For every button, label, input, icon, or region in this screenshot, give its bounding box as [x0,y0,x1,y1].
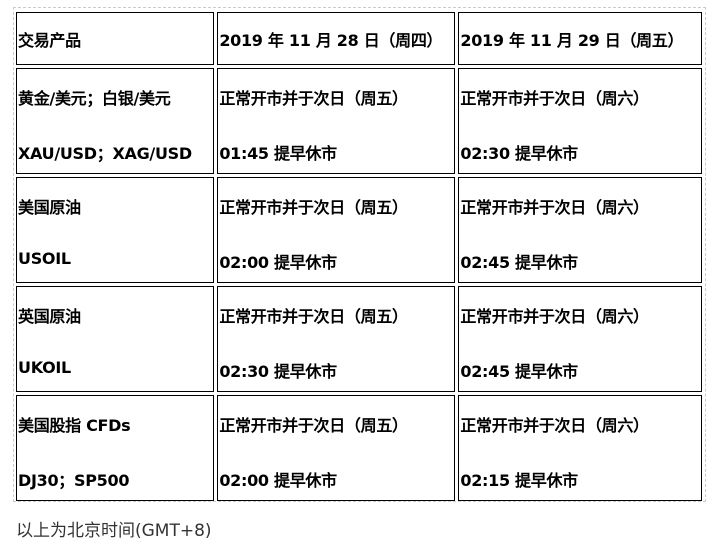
cell-line: USOIL [18,249,71,268]
cell-line: 正常开市并于次日（周六） [460,416,649,435]
header-day1: 2019 年 11 月 28 日（周四） [217,12,456,65]
cell-line: 02:45 提早休市 [460,253,578,272]
cell-day2: 正常开市并于次日（周六） 02:45 提早休市 [458,286,702,392]
cell-line: 正常开市并于次日（周六） [460,307,649,326]
cell-line: 正常开市并于次日（周五） [219,89,408,108]
cell-line: 02:45 提早休市 [460,362,578,381]
table-header-row: 交易产品 2019 年 11 月 28 日（周四） 2019 年 11 月 29… [16,12,702,65]
cell-line: DJ30；SP500 [18,471,130,490]
holiday-schedule-table: 交易产品 2019 年 11 月 28 日（周四） 2019 年 11 月 29… [13,9,705,504]
table-row: 美国原油 USOIL 正常开市并于次日（周五） 02:00 提早休市 正常开市并于次日（… [16,177,702,283]
table-row: 黄金/美元；白银/美元 XAU/USD；XAG/USD 正常开市并于次日（周五） 01… [16,68,702,174]
table-row: 美国股指 CFDs DJ30；SP500 正常开市并于次日（周五） 02:00 提早休… [16,395,702,501]
cell-line: UKOIL [18,358,71,377]
cell-line: 02:30 提早休市 [219,362,337,381]
cell-product: 英国原油 UKOIL [16,286,215,392]
cell-line: 美国原油 [18,198,81,217]
cell-day1: 正常开市并于次日（周五） 02:00 提早休市 [217,177,456,283]
cell-line: 正常开市并于次日（周五） [219,416,408,435]
cell-product: 美国原油 USOIL [16,177,215,283]
cell-day2: 正常开市并于次日（周六） 02:45 提早休市 [458,177,702,283]
cell-day1: 正常开市并于次日（周五） 02:30 提早休市 [217,286,456,392]
cell-line: 02:00 提早休市 [219,253,337,272]
cell-line: 黄金/美元；白银/美元 [18,89,171,108]
timezone-note: 以上为北京时间(GMT+8) [16,521,212,541]
cell-line: 正常开市并于次日（周五） [219,307,408,326]
cell-line: 正常开市并于次日（周六） [460,198,649,217]
schedule-container: 交易产品 2019 年 11 月 28 日（周四） 2019 年 11 月 29… [13,7,706,502]
table-row: 英国原油 UKOIL 正常开市并于次日（周五） 02:30 提早休市 正常开市并于次日（… [16,286,702,392]
cell-day2: 正常开市并于次日（周六） 02:30 提早休市 [458,68,702,174]
cell-line: 02:30 提早休市 [460,144,578,163]
cell-line: 01:45 提早休市 [219,144,337,163]
cell-line: 正常开市并于次日（周六） [460,89,649,108]
cell-line: 02:15 提早休市 [460,471,578,490]
header-product: 交易产品 [16,12,215,65]
header-day2: 2019 年 11 月 29 日（周五） [458,12,702,65]
cell-day1: 正常开市并于次日（周五） 01:45 提早休市 [217,68,456,174]
cell-product: 黄金/美元；白银/美元 XAU/USD；XAG/USD [16,68,215,174]
cell-line: 英国原油 [18,307,81,326]
cell-product: 美国股指 CFDs DJ30；SP500 [16,395,215,501]
cell-line: 美国股指 CFDs [18,416,131,435]
cell-day2: 正常开市并于次日（周六） 02:15 提早休市 [458,395,702,501]
cell-line: 02:00 提早休市 [219,471,337,490]
cell-line: 正常开市并于次日（周五） [219,198,408,217]
cell-line: XAU/USD；XAG/USD [18,144,192,163]
cell-day1: 正常开市并于次日（周五） 02:00 提早休市 [217,395,456,501]
